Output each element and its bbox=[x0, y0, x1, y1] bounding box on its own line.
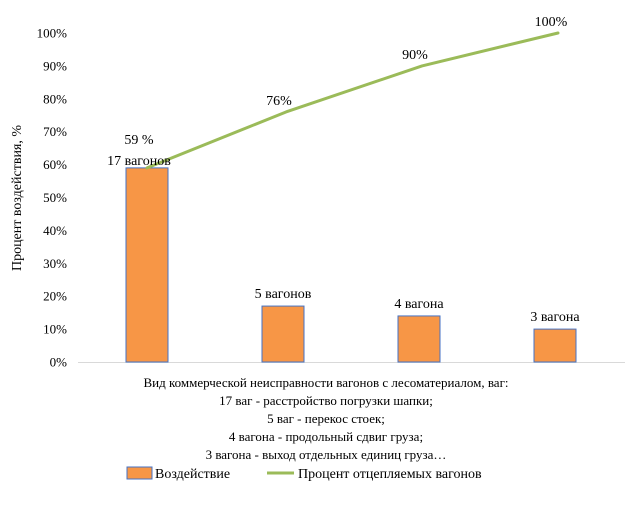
y-tick-label: 0% bbox=[50, 355, 68, 370]
y-tick-label: 90% bbox=[43, 58, 67, 73]
bar-data-label: 3 вагона bbox=[530, 310, 580, 325]
legend-label: Процент отцепляемых вагонов bbox=[298, 467, 482, 482]
y-tick-label: 10% bbox=[43, 322, 67, 337]
x-axis-title-line: 5 ваг - перекос стоек; bbox=[267, 411, 385, 426]
bar bbox=[125, 167, 169, 363]
y-axis: 0% 10% 20% 30% 40% 50% 60% 70% 80% 90% 100% bbox=[37, 26, 625, 370]
x-axis-title: Вид коммерческой неисправности вагонов с… bbox=[143, 375, 508, 462]
y-tick-label: 70% bbox=[43, 124, 67, 139]
x-axis-title-line: Вид коммерческой неисправности вагонов с… bbox=[143, 375, 508, 390]
y-tick-label: 20% bbox=[43, 289, 67, 304]
y-tick-label: 60% bbox=[43, 157, 67, 172]
legend-label: Воздействие bbox=[155, 467, 230, 482]
y-tick-label: 30% bbox=[43, 256, 67, 271]
y-tick-label: 100% bbox=[37, 26, 68, 41]
bar bbox=[533, 328, 577, 363]
x-axis-title-line: 4 вагона - продольный сдвиг груза; bbox=[229, 429, 423, 444]
y-tick-label: 50% bbox=[43, 190, 67, 205]
legend-swatch-bar bbox=[126, 466, 153, 480]
y-tick-label: 40% bbox=[43, 223, 67, 238]
line-data-label: 76% bbox=[266, 94, 292, 109]
bar-data-label: 59 % bbox=[124, 133, 154, 148]
y-tick-label: 80% bbox=[43, 91, 67, 106]
x-axis-title-line: 3 вагона - выход отдельных единиц груза… bbox=[206, 447, 447, 462]
x-axis-title-line: 17 ваг - расстройство погрузки шапки; bbox=[219, 393, 433, 408]
line-series bbox=[145, 31, 560, 170]
legend: Воздействие Процент отцепляемых вагонов bbox=[126, 466, 482, 482]
bar-series bbox=[125, 167, 577, 363]
bar bbox=[397, 315, 441, 363]
bar bbox=[261, 305, 305, 363]
bar-data-label: 5 вагонов bbox=[255, 287, 312, 302]
line-data-label: 100% bbox=[535, 15, 568, 30]
y-axis-title: Процент воздействия, % bbox=[10, 125, 25, 271]
data-labels: 59 % 17 вагонов 5 вагонов 4 вагона 3 вагона 7… bbox=[107, 15, 580, 325]
bar-data-label: 17 вагонов bbox=[107, 154, 171, 169]
bar-data-label: 4 вагона bbox=[394, 297, 444, 312]
line-data-label: 90% bbox=[402, 48, 428, 63]
cumulative-line bbox=[145, 31, 560, 170]
